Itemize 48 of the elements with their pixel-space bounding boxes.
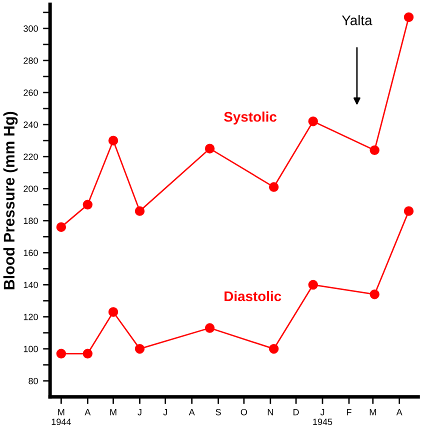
y-tick-label: 260	[24, 89, 38, 96]
x-tick-label: J 1945	[313, 409, 332, 426]
point	[268, 344, 279, 354]
x-tick-label: A	[84, 409, 91, 416]
point	[268, 182, 279, 192]
y-tick-label: 220	[24, 154, 38, 160]
y-tick-label: 100	[24, 346, 38, 352]
x-tick-label: J	[138, 409, 142, 416]
y-tick-label: 300	[24, 25, 38, 32]
point	[370, 290, 380, 300]
point	[308, 116, 318, 126]
point	[370, 145, 380, 156]
series-label: Systolic	[224, 112, 277, 125]
point	[308, 280, 318, 290]
point	[108, 307, 118, 317]
x-tick-label: N	[268, 409, 273, 416]
x-tick-label: M	[370, 409, 376, 416]
point	[82, 200, 93, 210]
y-axis-title: Blood Pressure (mm Hg)	[3, 112, 18, 290]
y-tick-label: 140	[24, 282, 38, 288]
x-tick-label: A	[396, 409, 402, 416]
y-tick-label: 120	[24, 314, 38, 320]
point	[204, 323, 215, 333]
x-tick-label: O	[240, 408, 248, 416]
y-tick-label: 160	[24, 250, 38, 256]
series-label: Diastolic	[224, 290, 282, 302]
point	[56, 222, 66, 232]
point	[404, 12, 414, 22]
y-tick-label: 280	[24, 57, 38, 64]
point	[108, 136, 118, 146]
x-tick-label: A	[188, 409, 195, 416]
y-tick-label: 240	[24, 122, 38, 128]
point	[134, 344, 145, 354]
point	[82, 348, 93, 359]
point	[204, 144, 215, 154]
point	[404, 206, 414, 216]
x-tick-label: S	[216, 408, 221, 416]
y-tick-label: 80	[28, 378, 38, 384]
y-tick-label: 200	[24, 186, 38, 192]
x-tick-label: M	[110, 409, 116, 416]
point	[134, 206, 145, 216]
annotation: Yalta	[342, 15, 372, 26]
x-tick-label: F	[346, 409, 352, 416]
point	[56, 348, 66, 359]
y-tick-label: 180	[24, 218, 38, 224]
x-tick-label: J	[163, 409, 167, 416]
x-tick-label: D	[294, 409, 299, 416]
x-tick-label: M 1944	[52, 409, 71, 426]
